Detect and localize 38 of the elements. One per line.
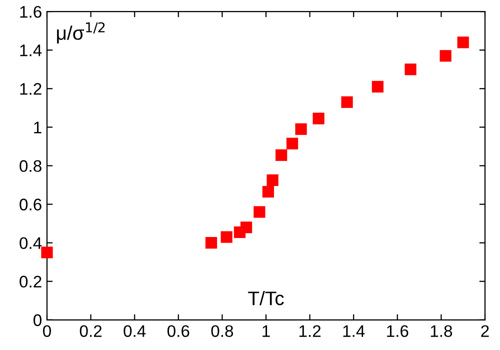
point	[295, 123, 307, 135]
point	[276, 149, 288, 161]
y-tick-label: 0	[34, 314, 42, 326]
y-tick-label: 0.8	[20, 160, 42, 172]
y-axis-title: μ/σ$^{1/2}$	[57, 22, 105, 44]
point	[266, 174, 278, 186]
y-tick-label: 0.4	[20, 237, 42, 250]
x-axis-title: T/Tc	[248, 290, 284, 306]
x-tick-label: 1.6	[387, 325, 408, 338]
x-tick-label: 0	[43, 325, 51, 338]
point	[404, 64, 416, 76]
y-tick-label: 0.6	[20, 198, 42, 210]
x-tick-label: 0.6	[167, 325, 190, 338]
point	[286, 138, 298, 150]
point	[457, 36, 469, 48]
x-tick-label: 0.2	[80, 325, 102, 338]
y-tick-label: 1	[34, 122, 42, 134]
point	[372, 80, 384, 93]
x-tick-label: 1.4	[343, 325, 365, 337]
point	[262, 186, 274, 198]
y-tick-label: 1.6	[20, 6, 42, 18]
x-tick-label: 0.8	[211, 325, 234, 338]
point	[341, 96, 353, 108]
x-tick-label: 1.8	[430, 325, 452, 338]
point	[254, 206, 266, 218]
y-tick-label: 1.4	[20, 44, 42, 56]
y-tick-label: 1.2	[20, 83, 42, 95]
y-tick-label: 0.2	[20, 276, 42, 288]
point	[440, 50, 452, 62]
point	[240, 222, 252, 234]
point	[220, 231, 232, 243]
x-tick-label: 2	[481, 325, 489, 337]
x-tick-label: 1.2	[299, 325, 321, 337]
point	[205, 237, 218, 249]
x-tick-label: 1	[262, 325, 270, 337]
point	[41, 246, 53, 258]
point	[312, 112, 324, 124]
x-tick-label: 0.4	[124, 325, 146, 338]
